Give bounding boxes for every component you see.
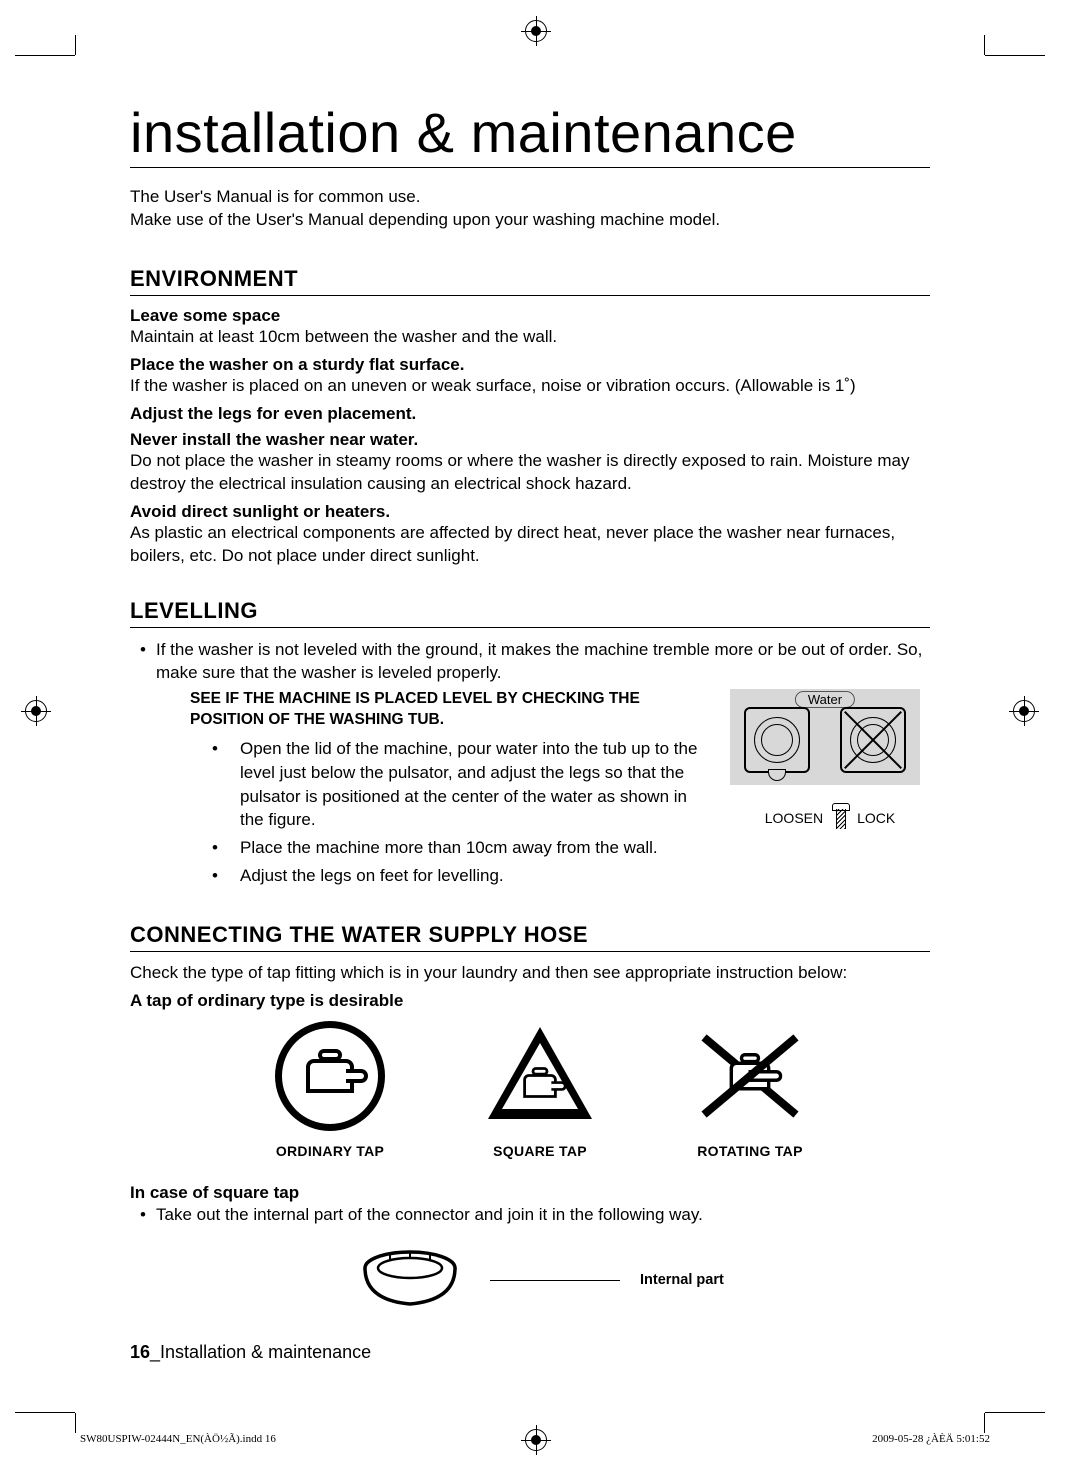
registration-mark-icon bbox=[1013, 700, 1035, 722]
section-heading: ENVIRONMENT bbox=[130, 266, 930, 296]
loosen-label: LOOSEN bbox=[765, 810, 823, 826]
washer-diagram-icon: Water bbox=[730, 689, 920, 785]
registration-mark-icon bbox=[25, 700, 47, 722]
crop-mark bbox=[15, 55, 75, 56]
page-footer: 16_Installation & maintenance bbox=[130, 1342, 371, 1363]
bullet-item: • If the washer is not leveled with the … bbox=[130, 638, 930, 686]
crop-mark bbox=[985, 55, 1045, 56]
connector-icon bbox=[350, 1240, 470, 1320]
tap-label: SQUARE TAP bbox=[470, 1143, 610, 1159]
water-label: Water bbox=[795, 691, 855, 708]
intro-line: The User's Manual is for common use. bbox=[130, 186, 930, 209]
screw-icon bbox=[829, 803, 851, 833]
lock-label: LOCK bbox=[857, 810, 895, 826]
env-subhead: Adjust the legs for even placement. bbox=[130, 404, 930, 424]
crop-mark bbox=[75, 35, 76, 55]
env-subhead: Avoid direct sunlight or heaters. bbox=[130, 502, 930, 522]
bullet-text: Open the lid of the machine, pour water … bbox=[240, 737, 710, 832]
hose-subhead: In case of square tap bbox=[130, 1183, 930, 1203]
env-text: If the washer is placed on an uneven or … bbox=[130, 375, 930, 398]
page-content: installation & maintenance The User's Ma… bbox=[130, 100, 930, 1363]
tap-types-row: ORDINARY TAP SQUARE TAP ROTATING TAP bbox=[130, 1021, 930, 1159]
env-text: Do not place the washer in steamy rooms … bbox=[130, 450, 930, 496]
bullet-icon: • bbox=[130, 1203, 156, 1227]
square-tap-icon bbox=[485, 1021, 595, 1131]
loosen-lock-row: LOOSEN LOCK bbox=[730, 803, 930, 833]
env-subhead: Leave some space bbox=[130, 306, 930, 326]
env-text: Maintain at least 10cm between the washe… bbox=[130, 326, 930, 349]
level-subhead: SEE IF THE MACHINE IS PLACED LEVEL BY CH… bbox=[190, 689, 710, 731]
bullet-text: Adjust the legs on feet for levelling. bbox=[240, 864, 504, 888]
crop-mark bbox=[15, 1412, 75, 1413]
meta-file: SW80USPIW-02444N_EN(ÀÖ½Ã).indd 16 bbox=[80, 1433, 276, 1445]
hose-text: Check the type of tap fitting which is i… bbox=[130, 962, 930, 985]
crop-mark bbox=[985, 1412, 1045, 1413]
hose-subhead: A tap of ordinary type is desirable bbox=[130, 991, 930, 1011]
crop-mark bbox=[75, 1413, 76, 1433]
bullet-item: • Take out the internal part of the conn… bbox=[130, 1203, 930, 1227]
tap-item: ORDINARY TAP bbox=[260, 1021, 400, 1159]
bullet-text: Place the machine more than 10cm away fr… bbox=[240, 836, 658, 860]
rotating-tap-icon bbox=[695, 1021, 805, 1131]
print-meta: SW80USPIW-02444N_EN(ÀÖ½Ã).indd 16 2009-0… bbox=[80, 1433, 990, 1445]
section-heading: LEVELLING bbox=[130, 598, 930, 628]
section-heading: CONNECTING THE WATER SUPPLY HOSE bbox=[130, 922, 930, 952]
connector-figure: Internal part bbox=[130, 1240, 930, 1320]
env-subhead: Place the washer on a sturdy flat surfac… bbox=[130, 355, 930, 375]
intro-block: The User's Manual is for common use. Mak… bbox=[130, 186, 930, 232]
bullet-icon: • bbox=[190, 737, 240, 832]
tap-item: ROTATING TAP bbox=[680, 1021, 820, 1159]
connector-label-line bbox=[490, 1280, 620, 1281]
bullet-text: If the washer is not leveled with the gr… bbox=[156, 638, 930, 686]
ordinary-tap-icon bbox=[275, 1021, 385, 1131]
page-number: 16 bbox=[130, 1342, 150, 1362]
footer-title: _Installation & maintenance bbox=[150, 1342, 371, 1362]
bullet-text: Take out the internal part of the connec… bbox=[156, 1203, 703, 1227]
section-hose: CONNECTING THE WATER SUPPLY HOSE Check t… bbox=[130, 922, 930, 1321]
bullet-icon: • bbox=[190, 836, 240, 860]
intro-line: Make use of the User's Manual depending … bbox=[130, 209, 930, 232]
crop-mark bbox=[984, 35, 985, 55]
section-levelling: LEVELLING • If the washer is not leveled… bbox=[130, 598, 930, 892]
env-text: As plastic an electrical components are … bbox=[130, 522, 930, 568]
env-subhead: Never install the washer near water. bbox=[130, 430, 930, 450]
page-title: installation & maintenance bbox=[130, 100, 930, 168]
levelling-figure: Water LOOSEN LOCK bbox=[730, 689, 930, 833]
level-instructions: SEE IF THE MACHINE IS PLACED LEVEL BY CH… bbox=[130, 689, 710, 892]
section-environment: ENVIRONMENT Leave some space Maintain at… bbox=[130, 266, 930, 568]
bullet-icon: • bbox=[130, 638, 156, 686]
bullet-icon: • bbox=[190, 864, 240, 888]
registration-mark-icon bbox=[525, 20, 547, 42]
tap-item: SQUARE TAP bbox=[470, 1021, 610, 1159]
crop-mark bbox=[984, 1413, 985, 1433]
internal-part-label: Internal part bbox=[640, 1272, 724, 1288]
meta-date: 2009-05-28 ¿ÀÈÄ 5:01:52 bbox=[872, 1433, 990, 1445]
tap-label: ORDINARY TAP bbox=[260, 1143, 400, 1159]
tap-label: ROTATING TAP bbox=[680, 1143, 820, 1159]
